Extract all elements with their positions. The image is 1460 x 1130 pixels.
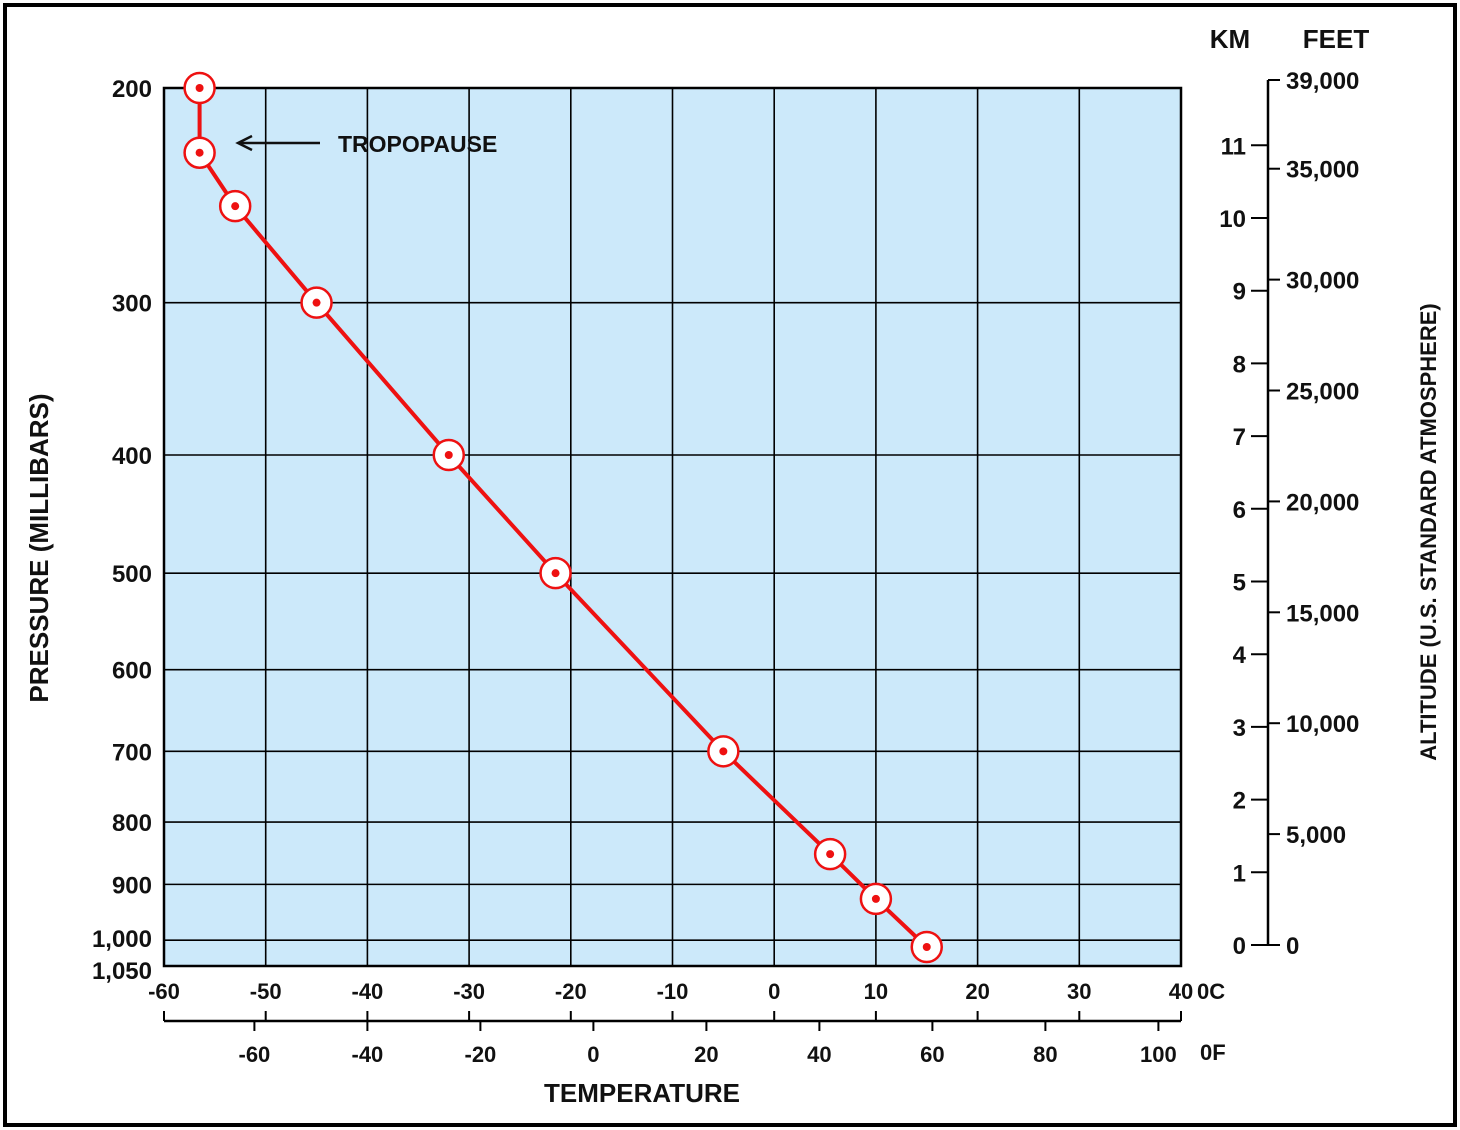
fahrenheit-tick-label: 80 xyxy=(1033,1042,1057,1067)
feet-tick-label: 30,000 xyxy=(1286,268,1359,295)
celsius-tick-label: -20 xyxy=(555,979,587,1004)
feet-tick-label: 15,000 xyxy=(1286,600,1359,627)
pressure-tick-label: 900 xyxy=(112,872,152,899)
km-tick-label: 2 xyxy=(1233,788,1246,815)
km-tick-label: 6 xyxy=(1233,497,1246,524)
km-tick-label: 8 xyxy=(1233,351,1246,378)
km-tick-label: 5 xyxy=(1233,570,1246,597)
fahrenheit-tick-label: 40 xyxy=(807,1042,831,1067)
temperature-line xyxy=(197,88,929,949)
feet-tick-label: 0 xyxy=(1286,933,1299,960)
pressure-tick-label: 500 xyxy=(112,561,152,588)
right-axis-title: ALTITUDE (U.S. STANDARD ATMOSPHERE) xyxy=(1416,303,1441,761)
celsius-unit-label: 0C xyxy=(1197,979,1225,1004)
fahrenheit-unit-label: 0F xyxy=(1200,1040,1226,1065)
fahrenheit-tick-label: 60 xyxy=(920,1042,944,1067)
temperature-profile xyxy=(183,71,943,964)
pressure-tick-labels: 200 300 400 500 600 700 800 900 1,000 1,050 xyxy=(92,76,152,985)
data-point-center xyxy=(551,569,560,578)
celsius-tick-label: -30 xyxy=(453,979,485,1004)
km-header: KM xyxy=(1210,24,1250,54)
data-point-center xyxy=(195,84,204,92)
fahrenheit-axis: -60 -40 -20 0 20 40 60 80 100 xyxy=(163,1011,1182,1067)
data-point-center xyxy=(719,747,728,756)
data-point-center xyxy=(871,894,880,903)
fahrenheit-tick-label: -20 xyxy=(465,1042,497,1067)
data-point-center xyxy=(444,451,453,460)
celsius-tick-label: 30 xyxy=(1067,979,1091,1004)
feet-tick-label: 20,000 xyxy=(1286,489,1359,516)
fahrenheit-tick-label: 100 xyxy=(1140,1042,1177,1067)
data-point-center xyxy=(312,298,321,307)
celsius-tick-label: 0 xyxy=(768,979,780,1004)
data-point-center xyxy=(231,202,240,211)
celsius-tick-label: 20 xyxy=(965,979,989,1004)
pressure-tick-label: 700 xyxy=(112,739,152,766)
km-tick-label: 11 xyxy=(1221,133,1246,160)
pressure-tick-label: 400 xyxy=(112,443,152,470)
grid-lines xyxy=(163,87,1182,967)
pressure-tick-label: 600 xyxy=(112,658,152,685)
data-point-center xyxy=(922,943,931,952)
feet-tick-label: 25,000 xyxy=(1286,379,1359,406)
celsius-tick-labels: -60 -50 -40 -30 -20 -10 0 10 20 30 40 xyxy=(148,979,1193,1004)
x-axis-title: TEMPERATURE xyxy=(544,1078,740,1108)
pressure-tick-label: 800 xyxy=(112,810,152,837)
feet-header: FEET xyxy=(1303,24,1370,54)
celsius-tick-label: -40 xyxy=(352,979,384,1004)
tropopause-label: TROPOPAUSE xyxy=(338,131,497,157)
km-tick-label: 7 xyxy=(1233,424,1246,451)
celsius-tick-label: -60 xyxy=(148,979,180,1004)
km-tick-label: 0 xyxy=(1233,933,1246,960)
pressure-tick-label: 1,000 xyxy=(92,926,152,953)
y-axis-title: PRESSURE (MILLIBARS) xyxy=(24,393,54,702)
feet-tick-label: 10,000 xyxy=(1286,711,1359,738)
data-point-center xyxy=(195,148,204,157)
celsius-tick-label: -50 xyxy=(250,979,282,1004)
pressure-tick-label: 300 xyxy=(112,291,152,318)
pressure-tick-label: 200 xyxy=(112,76,152,103)
data-point-center xyxy=(826,850,835,859)
km-tick-label: 9 xyxy=(1233,279,1246,306)
fahrenheit-tick-label: -60 xyxy=(239,1042,271,1067)
feet-tick-label: 35,000 xyxy=(1286,157,1359,184)
fahrenheit-tick-label: 20 xyxy=(694,1042,718,1067)
altitude-axis: 0 1 2 3 4 5 6 7 8 9 10 11 0 5,000 10,000 15,000 20,000 25… xyxy=(1219,68,1359,960)
feet-tick-label: 39,000 xyxy=(1286,68,1359,95)
km-tick-label: 3 xyxy=(1233,715,1246,742)
celsius-tick-label: -10 xyxy=(657,979,689,1004)
fahrenheit-tick-label: -40 xyxy=(352,1042,384,1067)
fahrenheit-tick-label: 0 xyxy=(587,1042,599,1067)
feet-tick-label: 5,000 xyxy=(1286,822,1346,849)
celsius-tick-label: 40 xyxy=(1169,979,1193,1004)
km-tick-label: 10 xyxy=(1219,206,1246,233)
pressure-tick-label: 1,050 xyxy=(92,958,152,985)
km-tick-label: 4 xyxy=(1233,642,1247,669)
km-tick-label: 1 xyxy=(1233,860,1246,887)
celsius-tick-label: 10 xyxy=(864,979,888,1004)
tropopause-annotation: TROPOPAUSE xyxy=(235,131,497,157)
